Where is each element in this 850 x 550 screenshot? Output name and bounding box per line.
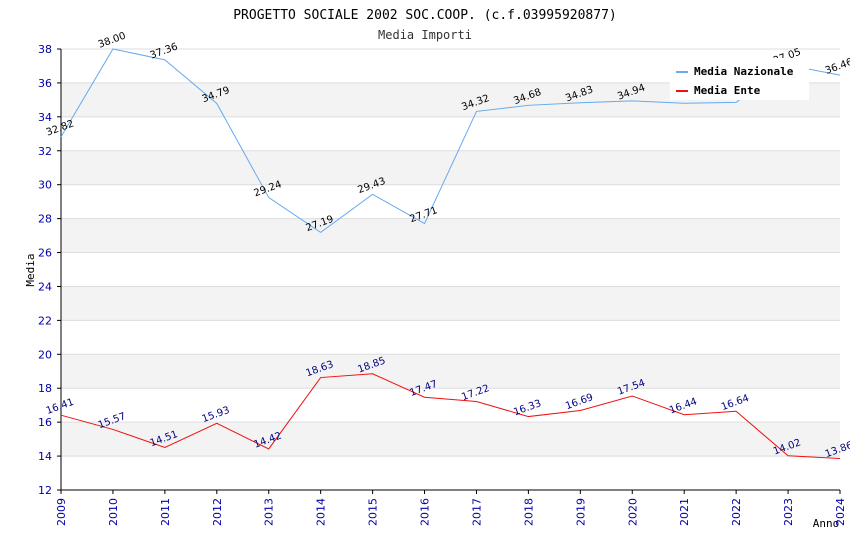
grid-band <box>61 354 840 389</box>
y-tick-label: 34 <box>38 111 52 124</box>
legend-box <box>670 58 809 100</box>
data-label: 16.64 <box>720 393 751 413</box>
data-label: 16.44 <box>668 396 699 416</box>
y-tick-label: 12 <box>38 484 52 497</box>
data-label: 16.41 <box>45 397 76 417</box>
chart-legend: Media Nazionale Media Ente <box>670 58 809 100</box>
grid-band <box>61 218 840 253</box>
y-tick-label: 24 <box>38 280 52 293</box>
x-tick-label: 2014 <box>315 498 328 526</box>
x-tick-label: 2011 <box>159 498 172 526</box>
y-tick-label: 36 <box>38 77 52 90</box>
y-tick-label: 14 <box>38 450 52 463</box>
x-tick-label: 2009 <box>55 498 68 526</box>
y-tick-label: 28 <box>38 213 52 226</box>
x-tick-label: 2018 <box>522 498 535 526</box>
x-tick-label: 2012 <box>211 498 224 526</box>
x-axis-title: Anno <box>813 517 840 530</box>
y-tick-label: 20 <box>38 348 52 361</box>
y-tick-label: 16 <box>38 416 52 429</box>
x-tick-label: 2017 <box>470 498 483 526</box>
series-line-nazionale <box>60 48 841 233</box>
chart-subtitle: Media Importi <box>378 28 472 42</box>
x-tick-label: 2024 <box>834 498 847 526</box>
x-tick-label: 2023 <box>782 498 795 526</box>
x-tick-label: 2016 <box>419 498 432 526</box>
legend-label-ente: Media Ente <box>694 84 761 97</box>
data-label: 16.69 <box>564 392 595 412</box>
y-tick-label: 26 <box>38 247 52 260</box>
x-tick-label: 2015 <box>367 498 380 526</box>
chart-title: PROGETTO SOCIALE 2002 SOC.COOP. (c.f.039… <box>233 8 617 23</box>
y-tick-label: 38 <box>38 43 52 56</box>
x-tick-label: 2022 <box>730 498 743 526</box>
x-tick-label: 2013 <box>263 498 276 526</box>
x-tick-label: 2019 <box>574 498 587 526</box>
y-tick-label: 32 <box>38 145 52 158</box>
data-label: 38.00 <box>97 31 128 51</box>
x-tick-label: 2020 <box>626 498 639 526</box>
x-tick-label: 2010 <box>107 498 120 526</box>
series-line-ente <box>60 373 841 459</box>
grid-band <box>61 422 840 457</box>
grid-band <box>61 286 840 321</box>
y-tick-label: 18 <box>38 382 52 395</box>
y-tick-label: 22 <box>38 314 52 327</box>
y-axis-title: Media <box>24 253 37 286</box>
x-tick-label: 2021 <box>678 498 691 526</box>
legend-label-nazionale: Media Nazionale <box>694 65 794 78</box>
data-label: 37.36 <box>149 41 180 61</box>
data-label: 36.46 <box>824 57 850 77</box>
y-tick-label: 30 <box>38 179 52 192</box>
